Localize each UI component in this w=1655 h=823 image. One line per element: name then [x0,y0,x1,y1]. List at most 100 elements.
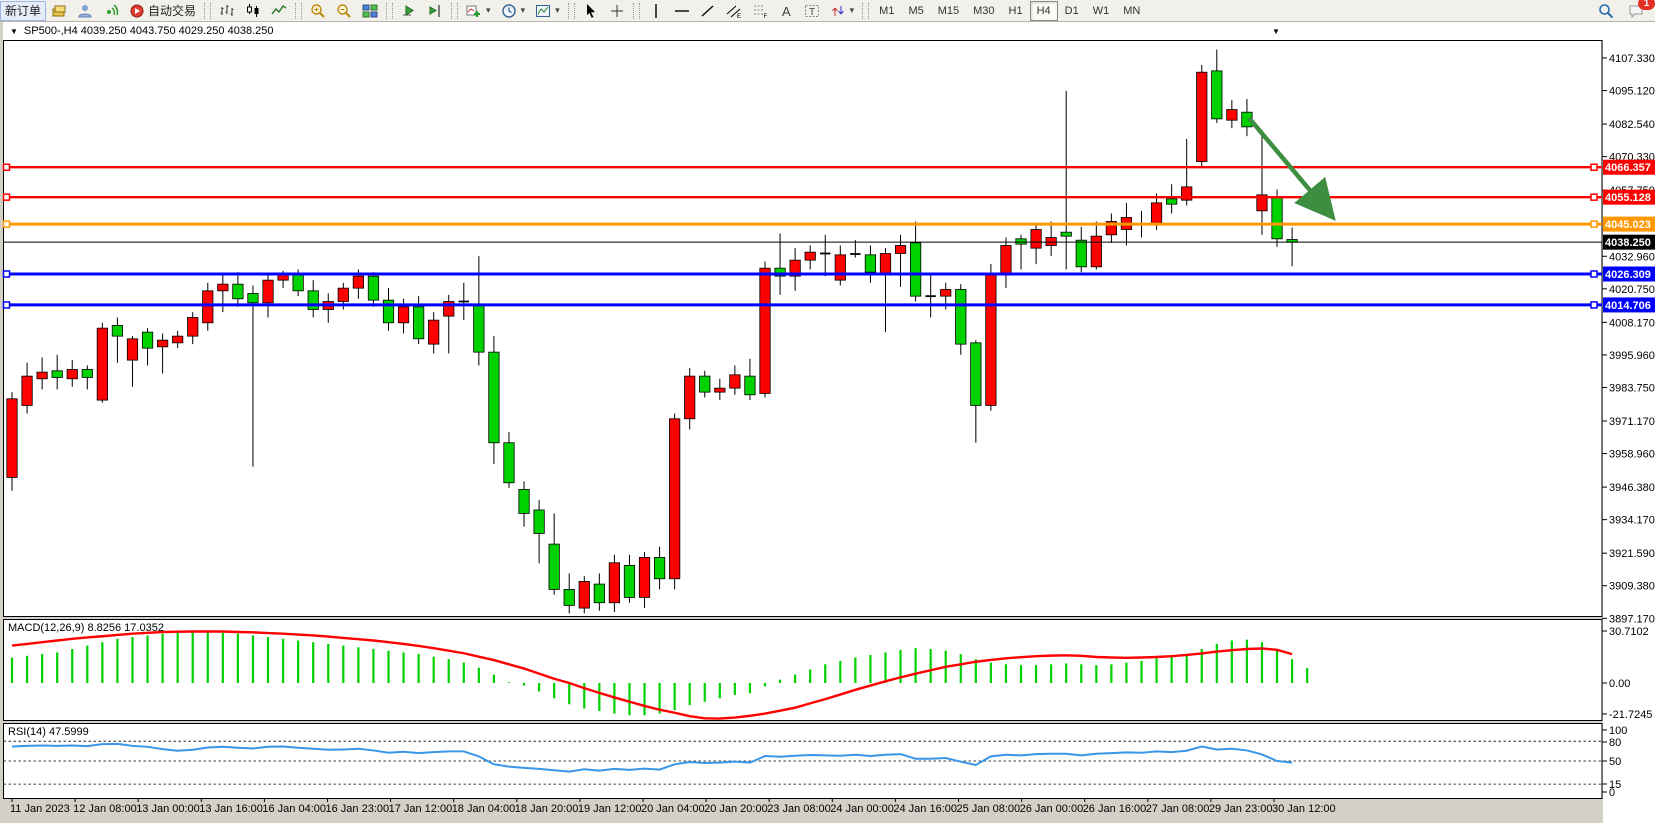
rsi-panel[interactable]: RSI(14) 47.5999 [3,723,1603,799]
line-chart-button[interactable] [266,1,292,21]
timeframe-m1[interactable]: M1 [872,1,901,21]
zoom-in-button[interactable] [305,1,331,21]
signal-button[interactable] [98,1,124,21]
new-order-button[interactable]: 新订单 [0,0,47,21]
chevron-down-icon: ▾ [520,5,526,15]
chevron-down-icon: ▾ [486,5,491,15]
search-button[interactable] [1593,1,1619,21]
timeframe-m5[interactable]: M5 [901,1,930,21]
svg-text:4014.706: 4014.706 [1605,300,1651,312]
svg-text:MACD(12,26,9) 8.8256 17.0352: MACD(12,26,9) 8.8256 17.0352 [8,622,164,634]
candle-down [307,290,319,310]
candle-down [910,242,922,297]
indicators-button[interactable]: ▾ [461,1,496,21]
toolbar-grip [451,2,459,19]
candle-up [759,267,771,394]
svg-text:E: E [737,14,741,19]
chevron-down-icon: ▾ [555,5,560,15]
svg-text:11 Jan 2023: 11 Jan 2023 [10,803,70,815]
periods-icon [501,3,517,19]
templates-button[interactable]: ▾ [530,1,565,21]
svg-text:26 Jan 00:00: 26 Jan 00:00 [1020,803,1084,815]
arrows-button[interactable]: ▾ [825,1,860,21]
horizontal-line-button[interactable] [669,1,695,21]
candle-down [1211,70,1223,120]
timeframe-h1[interactable]: H1 [1002,1,1030,21]
horizontal-line-4014.706[interactable] [2,301,1603,309]
candle-up [96,327,108,401]
line-handle [1590,220,1598,228]
candle-up [397,306,410,324]
svg-text:19 Jan 12:00: 19 Jan 12:00 [578,803,642,815]
text-button[interactable]: A [773,1,799,21]
svg-text:24 Jan 00:00: 24 Jan 00:00 [830,803,894,815]
chart-shift-button[interactable] [422,1,448,21]
fibonacci-button[interactable]: F [747,1,773,21]
trend-arrow[interactable] [1247,116,1336,221]
vertical-line-button[interactable] [643,1,669,21]
timeframe-d1[interactable]: D1 [1058,1,1086,21]
candle-down [292,274,304,292]
toolbar-grip [632,2,640,19]
timeframe-mn[interactable]: MN [1116,1,1147,21]
candlestick-chart-button[interactable] [240,1,266,21]
indicators-icon [466,3,482,19]
zoom-out-button[interactable] [331,1,357,21]
timeframe-m30[interactable]: M30 [966,1,1001,21]
auto-scroll-button[interactable] [396,1,422,21]
candle-up [834,254,846,281]
candle-down [563,589,575,606]
candle-up [66,369,78,380]
history-button[interactable] [46,1,72,21]
svg-text:18 Jan 04:00: 18 Jan 04:00 [452,803,516,815]
chart-title: SP500-,H4 4039.250 4043.750 4029.250 403… [23,25,274,37]
horizontal-line-4026.309[interactable] [2,270,1603,278]
autotrading-button[interactable]: 自动交易 [124,1,201,21]
candlestick-series [6,49,1298,614]
svg-text:13 Jan 16:00: 13 Jan 16:00 [199,803,263,815]
tile-windows-button[interactable] [357,1,383,21]
svg-text:4082.540: 4082.540 [1609,119,1655,131]
cursor-button[interactable] [578,1,604,21]
chevron-down-icon[interactable]: ▼ [10,26,18,36]
equidistant-channel-button[interactable]: E [721,1,747,21]
timeframe-m15[interactable]: M15 [931,1,966,21]
text-label-button[interactable]: T [799,1,825,21]
timeframe-w1[interactable]: W1 [1086,1,1117,21]
candle-up [684,375,696,420]
candle-up [126,338,139,361]
price-axis: 4107.3304095.1204082.5404070.3304057.750… [1602,53,1655,799]
price-tag-4026.309: 4026.309 [1603,266,1655,282]
candle-up [1196,71,1208,162]
horizontal-line-4066.357[interactable] [2,163,1603,171]
horizontal-line-4045.023[interactable] [2,220,1603,228]
zoom-in-icon [310,3,326,19]
bar-chart-button[interactable] [214,1,240,21]
profile-button[interactable] [72,1,98,21]
chart-shift-marker[interactable]: ▼ [1272,27,1280,36]
trendline-button[interactable] [695,1,721,21]
svg-text:3958.960: 3958.960 [1609,449,1655,461]
periods-button[interactable]: ▾ [496,1,531,21]
candle-down [1166,198,1178,205]
timeframe-h4[interactable]: H4 [1029,0,1058,21]
candle-down [1015,238,1027,245]
candle-up [879,253,892,274]
candle-up [789,259,801,277]
crosshair-button[interactable] [604,1,630,21]
candle-down [51,370,63,378]
candle-down [699,375,711,393]
candle-down [548,543,560,590]
macd-panel[interactable]: MACD(12,26,9) 8.8256 17.0352 [3,619,1603,721]
candle-up [729,374,741,389]
svg-text:RSI(14) 47.5999: RSI(14) 47.5999 [8,726,89,738]
svg-text:50: 50 [1609,756,1621,768]
svg-text:4107.330: 4107.330 [1609,53,1655,65]
candle-down [1060,231,1072,237]
candle-up [608,562,621,604]
price-panel[interactable] [2,40,1603,617]
text-label-icon: T [804,3,820,19]
candle-down [864,254,877,273]
search-icon [1598,3,1614,19]
